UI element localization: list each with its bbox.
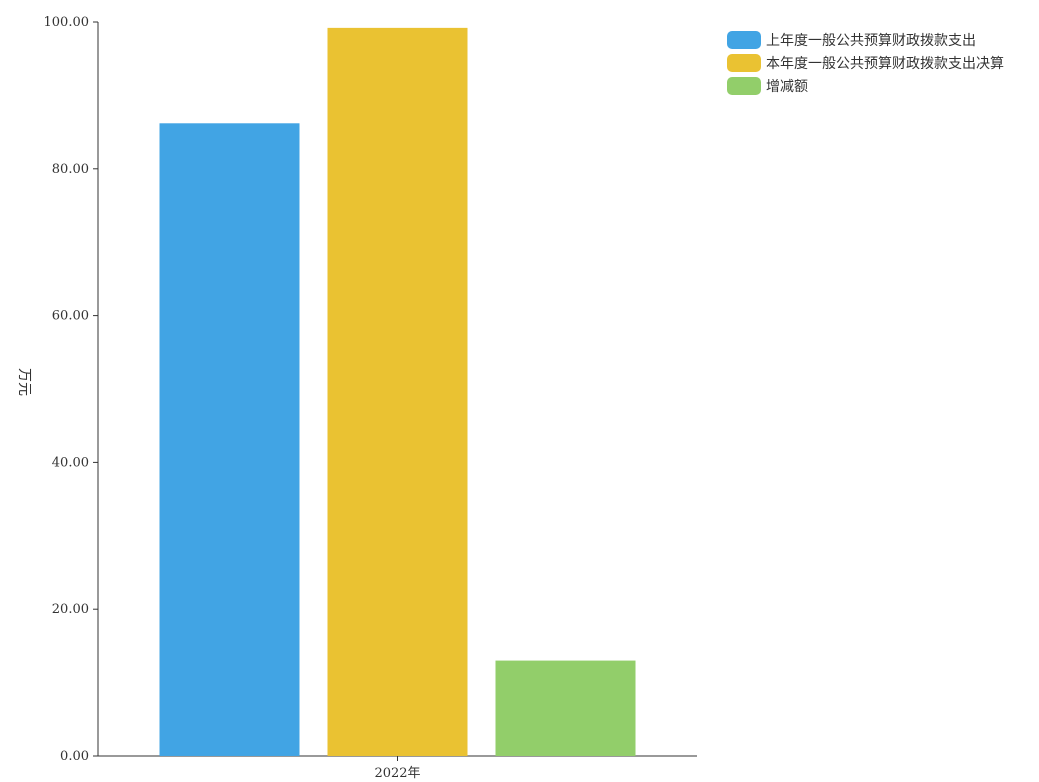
y-axis: 0.00 20.00 40.00 60.00 80.00 100.00: [44, 15, 99, 764]
y-axis-title: 万元: [16, 368, 32, 396]
legend-label: 增减额: [766, 78, 808, 95]
bar-series-2[interactable]: [327, 27, 468, 756]
legend-label: 本年度一般公共预算财政拨款支出决算: [766, 55, 1004, 72]
legend-swatch: [727, 53, 761, 72]
x-axis: 2022年: [98, 755, 697, 781]
legend-item[interactable]: 本年度一般公共预算财政拨款支出决算: [727, 51, 1004, 74]
y-tick-label: 100.00: [44, 15, 90, 30]
bars: [159, 27, 636, 757]
y-tick-label: 0.00: [60, 749, 89, 764]
y-tick-label: 20.00: [52, 602, 89, 617]
legend-label: 上年度一般公共预算财政拨款支出: [766, 32, 976, 49]
legend-item[interactable]: 上年度一般公共预算财政拨款支出: [727, 28, 1004, 51]
legend-swatch: [727, 30, 761, 49]
legend-item[interactable]: 增减额: [727, 74, 1004, 97]
y-tick-label: 60.00: [52, 309, 89, 324]
legend-swatch: [727, 76, 761, 95]
bar-series-3[interactable]: [495, 660, 636, 756]
x-tick-label: 2022年: [374, 766, 420, 781]
y-axis-label: 万元: [16, 368, 32, 396]
y-tick-label: 80.00: [52, 162, 89, 177]
bar-series-1[interactable]: [159, 123, 300, 757]
y-tick-label: 40.00: [52, 455, 89, 470]
legend: 上年度一般公共预算财政拨款支出本年度一般公共预算财政拨款支出决算 增减额: [727, 28, 1004, 97]
